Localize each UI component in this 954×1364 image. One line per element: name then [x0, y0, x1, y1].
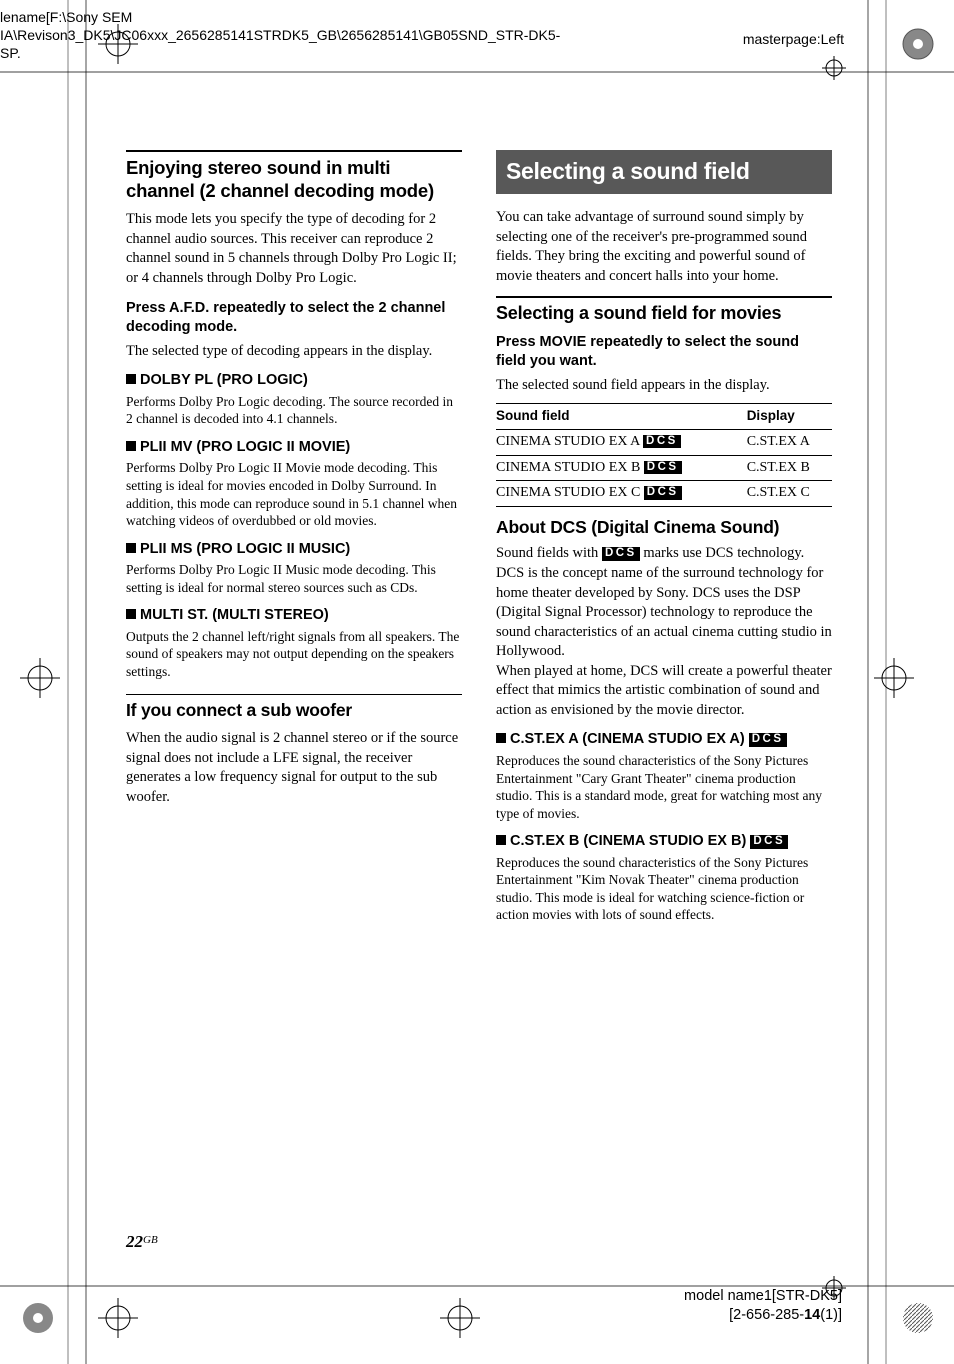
para-plii-mv: Performs Dolby Pro Logic II Movie mode d… [126, 459, 462, 529]
para-decoding-display: The selected type of decoding appears in… [126, 342, 462, 362]
page: lename[F:\Sony SEM IA\Revison3_DK5\JC06x… [0, 0, 954, 1364]
page-number-gb: GB [143, 1234, 158, 1246]
heading-multi-st-text: MULTI ST. (MULTI STEREO) [140, 607, 329, 623]
dcs-badge-icon: DCS [644, 461, 682, 475]
para-dcs-concept: DCS is the concept name of the surround … [496, 564, 832, 662]
page-number: 22GB [126, 1231, 158, 1254]
square-bullet-icon [126, 543, 136, 553]
sub-rule [126, 694, 462, 695]
square-bullet-icon [126, 374, 136, 384]
dcs-badge-icon: DCS [644, 486, 682, 500]
content-area: Enjoying stereo sound in multi channel (… [126, 150, 832, 930]
table-cell-sf: CINEMA STUDIO EX B DCS [496, 455, 747, 481]
para-multi-st: Outputs the 2 channel left/right signals… [126, 628, 462, 681]
table-cell-sf: CINEMA STUDIO EX A DCS [496, 429, 747, 455]
heading-subwoofer: If you connect a sub woofer [126, 699, 462, 723]
para-intro: You can take advantage of surround sound… [496, 208, 832, 286]
table-cell-sf: CINEMA STUDIO EX C DCS [496, 481, 747, 507]
footer-model-line1: model name1[STR-DK5] [684, 1288, 842, 1304]
sf-name: CINEMA STUDIO EX A [496, 434, 640, 449]
section-rule [126, 150, 462, 152]
table-cell-disp: C.ST.EX C [747, 481, 832, 507]
heading-dolby-pl: DOLBY PL (PRO LOGIC) [126, 371, 462, 391]
press-movie-heading: Press MOVIE repeatedly to select the sou… [496, 333, 832, 372]
heading-2ch-mode: Enjoying stereo sound in multi channel (… [126, 156, 462, 202]
square-bullet-icon [496, 835, 506, 845]
heading-cst-ex-a: C.ST.EX A (CINEMA STUDIO EX A) DCS [496, 730, 832, 750]
square-bullet-icon [126, 609, 136, 619]
heading-cst-ex-a-text: C.ST.EX A (CINEMA STUDIO EX A) [510, 731, 745, 747]
footer-model-info: model name1[STR-DK5] [2-656-285-14(1)] [684, 1287, 842, 1326]
section-rule [496, 296, 832, 298]
right-column: Selecting a sound field You can take adv… [496, 150, 832, 930]
heading-cst-ex-b-text: C.ST.EX B (CINEMA STUDIO EX B) [510, 833, 746, 849]
left-column: Enjoying stereo sound in multi channel (… [126, 150, 462, 930]
heading-plii-mv: PLII MV (PRO LOGIC II MOVIE) [126, 438, 462, 458]
heading-plii-mv-text: PLII MV (PRO LOGIC II MOVIE) [140, 439, 350, 455]
press-afd-heading: Press A.F.D. repeatedly to select the 2 … [126, 299, 462, 338]
footer-model-bold: 14 [804, 1307, 820, 1323]
sound-field-table: Sound field Display CINEMA STUDIO EX A D… [496, 403, 832, 507]
dcs-badge-icon: DCS [749, 733, 787, 747]
para-dcs-home: When played at home, DCS will create a p… [496, 662, 832, 721]
page-number-value: 22 [126, 1232, 143, 1251]
para-cst-ex-b: Reproduces the sound characteristics of … [496, 854, 832, 924]
dcs-badge-icon: DCS [643, 435, 681, 449]
table-row: CINEMA STUDIO EX B DCS C.ST.EX B [496, 455, 832, 481]
heading-about-dcs: About DCS (Digital Cinema Sound) [496, 517, 832, 538]
para-sf-display: The selected sound field appears in the … [496, 376, 832, 396]
table-cell-disp: C.ST.EX A [747, 429, 832, 455]
para-plii-ms: Performs Dolby Pro Logic II Music mode d… [126, 561, 462, 596]
text-fragment: Sound fields with [496, 545, 602, 561]
para-dcs-marks: Sound fields with DCS marks use DCS tech… [496, 544, 832, 564]
text-fragment: marks use DCS technology. [640, 545, 805, 561]
table-row: CINEMA STUDIO EX A DCS C.ST.EX A [496, 429, 832, 455]
sf-name: CINEMA STUDIO EX C [496, 485, 640, 500]
square-bullet-icon [126, 441, 136, 451]
table-row: CINEMA STUDIO EX C DCS C.ST.EX C [496, 481, 832, 507]
heading-dolby-pl-text: DOLBY PL (PRO LOGIC) [140, 372, 308, 388]
para-2ch-intro: This mode lets you specify the type of d… [126, 210, 462, 288]
para-dolby-pl: Performs Dolby Pro Logic decoding. The s… [126, 393, 462, 428]
dcs-badge-icon: DCS [750, 835, 788, 849]
para-subwoofer: When the audio signal is 2 channel stere… [126, 729, 462, 807]
heading-plii-ms: PLII MS (PRO LOGIC II MUSIC) [126, 540, 462, 560]
para-cst-ex-a: Reproduces the sound characteristics of … [496, 752, 832, 822]
square-bullet-icon [496, 733, 506, 743]
table-header-display: Display [747, 404, 832, 429]
heading-cst-ex-b: C.ST.EX B (CINEMA STUDIO EX B) DCS [496, 832, 832, 852]
footer-model-line2b: (1)] [820, 1307, 842, 1323]
heading-plii-ms-text: PLII MS (PRO LOGIC II MUSIC) [140, 541, 350, 557]
dcs-badge-icon: DCS [602, 547, 640, 561]
sf-name: CINEMA STUDIO EX B [496, 460, 640, 475]
footer-model-line2a: [2-656-285- [729, 1307, 804, 1323]
table-header-sound-field: Sound field [496, 404, 747, 429]
heading-sf-movies: Selecting a sound field for movies [496, 302, 832, 325]
title-selecting-sound-field: Selecting a sound field [496, 150, 832, 194]
heading-multi-st: MULTI ST. (MULTI STEREO) [126, 606, 462, 626]
table-cell-disp: C.ST.EX B [747, 455, 832, 481]
